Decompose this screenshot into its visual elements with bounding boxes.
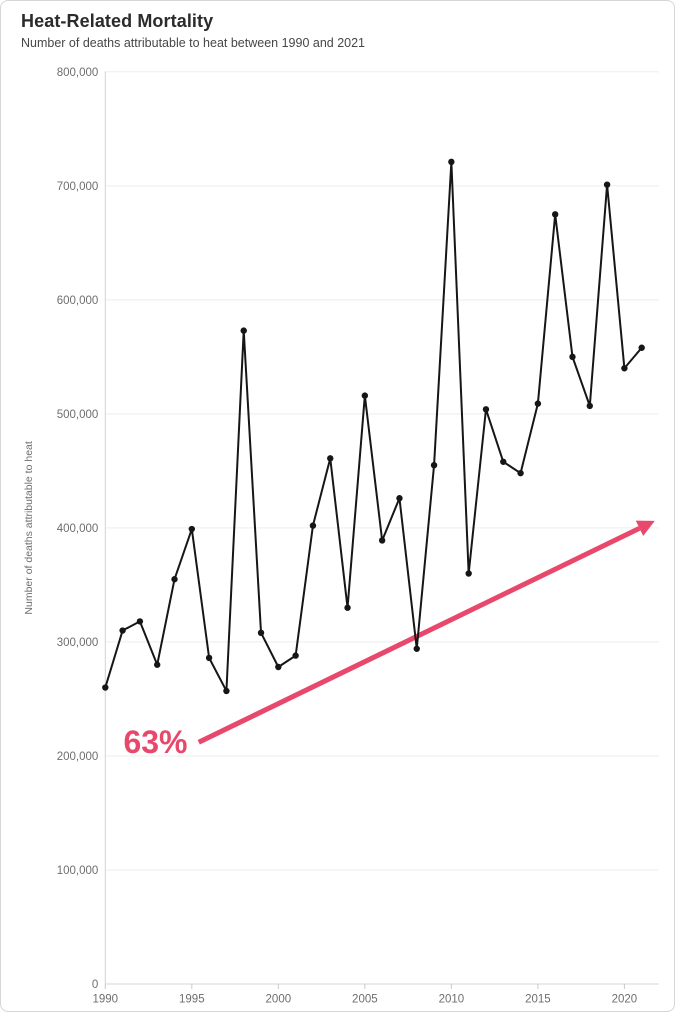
data-point[interactable] bbox=[344, 604, 351, 611]
y-tick-label: 700,000 bbox=[57, 181, 99, 193]
data-point[interactable] bbox=[413, 645, 420, 652]
data-point[interactable] bbox=[430, 461, 438, 469]
data-point[interactable] bbox=[327, 455, 334, 462]
data-line bbox=[104, 160, 643, 692]
data-point[interactable] bbox=[223, 687, 230, 695]
data-point[interactable] bbox=[102, 684, 109, 691]
data-point[interactable] bbox=[257, 629, 265, 637]
data-point[interactable] bbox=[638, 344, 645, 351]
y-tick-label: 500,000 bbox=[57, 409, 99, 421]
chart-header: Heat-Related Mortality Number of deaths … bbox=[21, 9, 365, 50]
data-point[interactable] bbox=[586, 402, 593, 410]
data-point[interactable] bbox=[465, 570, 472, 577]
x-tick-label: 1995 bbox=[179, 994, 205, 1006]
data-point[interactable] bbox=[292, 652, 299, 659]
data-point[interactable] bbox=[500, 458, 507, 465]
x-tick-label: 2015 bbox=[525, 994, 551, 1006]
data-point[interactable] bbox=[154, 661, 161, 668]
y-tick-label: 600,000 bbox=[57, 295, 99, 307]
x-tick-label: 2005 bbox=[352, 994, 378, 1006]
data-point[interactable] bbox=[534, 400, 542, 407]
x-tick-label: 2010 bbox=[439, 994, 465, 1006]
y-tick-label: 0 bbox=[92, 979, 98, 991]
y-tick-label: 800,000 bbox=[57, 67, 99, 79]
data-point[interactable] bbox=[205, 654, 213, 662]
x-tick-label: 2000 bbox=[266, 994, 292, 1006]
data-point[interactable] bbox=[361, 392, 369, 399]
data-point[interactable] bbox=[603, 181, 611, 188]
data-point[interactable] bbox=[551, 211, 559, 218]
data-point[interactable] bbox=[240, 327, 247, 334]
data-point[interactable] bbox=[621, 365, 628, 372]
data-point[interactable] bbox=[309, 522, 317, 529]
data-point[interactable] bbox=[171, 576, 178, 583]
data-point[interactable] bbox=[482, 406, 490, 413]
data-point[interactable] bbox=[517, 469, 524, 477]
y-tick-label: 200,000 bbox=[57, 751, 99, 763]
y-tick-label: 300,000 bbox=[57, 637, 99, 649]
y-tick-label: 100,000 bbox=[57, 865, 99, 877]
chart-title: Heat-Related Mortality bbox=[21, 11, 214, 31]
data-point[interactable] bbox=[569, 353, 576, 361]
data-point[interactable] bbox=[188, 525, 196, 533]
trend-arrow-shaft bbox=[197, 526, 641, 745]
data-point[interactable] bbox=[119, 627, 126, 634]
trend-arrowhead-icon bbox=[635, 520, 655, 536]
trend-percent-label: 63% bbox=[123, 724, 187, 760]
data-point[interactable] bbox=[378, 537, 386, 544]
data-point[interactable] bbox=[396, 495, 403, 502]
y-axis-title: Number of deaths attributable to heat bbox=[23, 441, 35, 614]
data-point[interactable] bbox=[275, 663, 282, 671]
data-point[interactable] bbox=[136, 618, 144, 625]
data-point[interactable] bbox=[448, 158, 455, 166]
y-tick-label: 400,000 bbox=[57, 523, 99, 535]
x-tick-label: 1990 bbox=[93, 994, 119, 1006]
x-tick-label: 2020 bbox=[612, 994, 638, 1006]
chart-subtitle: Number of deaths attributable to heat be… bbox=[21, 36, 366, 51]
